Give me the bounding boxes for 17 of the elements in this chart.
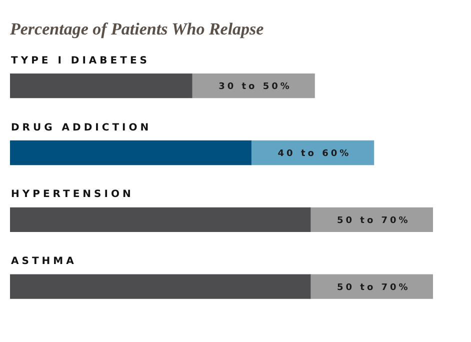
annotation: 40 to 60% — [278, 149, 352, 160]
bar — [10, 74, 192, 98]
chart-title: Percentage of Patients Who Relapse — [9, 20, 264, 39]
annotation: 50 to 70% — [337, 282, 410, 293]
bar — [310, 274, 433, 299]
bar — [310, 207, 433, 232]
y-tick-label: HYPERTENSION — [11, 189, 134, 200]
annotation: 30 to 50% — [218, 82, 292, 92]
bar — [192, 74, 315, 98]
y-tick-label: TYPE I DIABETES — [11, 55, 150, 66]
y-tick-label: DRUG ADDICTION — [11, 122, 152, 134]
bar — [10, 140, 252, 166]
bar — [250, 140, 374, 166]
annotation: 50 to 70% — [337, 216, 410, 226]
bar — [10, 274, 311, 299]
y-tick-label: ASTHMA — [11, 256, 77, 268]
bar — [10, 207, 311, 232]
